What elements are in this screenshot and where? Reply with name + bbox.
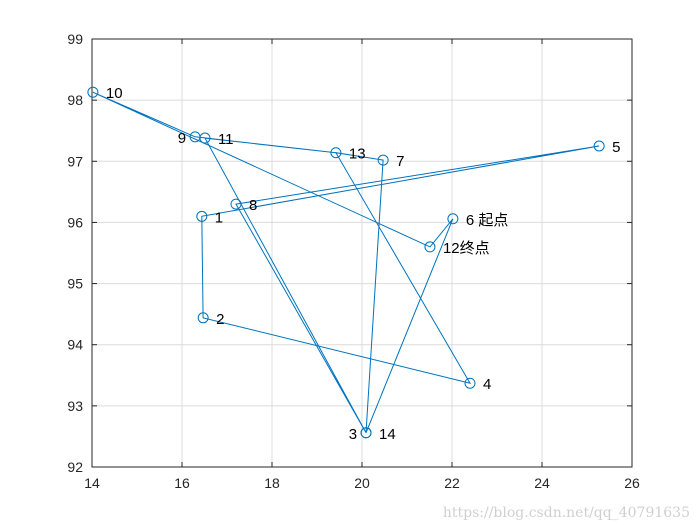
point-marker-11 [199, 132, 211, 144]
x-tick-label: 20 [354, 475, 370, 491]
point-label-13: 13 [349, 146, 366, 163]
point-label-8: 8 [249, 197, 257, 214]
point-marker-1 [196, 210, 208, 222]
point-marker-10 [87, 86, 99, 98]
y-tick-label: 92 [67, 459, 83, 475]
point-label-11: 11 [218, 131, 234, 148]
y-tick-label: 95 [67, 276, 83, 292]
point-label-3: 3 [349, 426, 357, 443]
point-marker-4 [464, 377, 476, 389]
point-label-4: 4 [483, 376, 491, 393]
x-tick-label: 22 [444, 475, 460, 491]
point-label-7: 7 [396, 153, 404, 170]
x-tick-label: 14 [84, 475, 100, 491]
point-label-2: 2 [216, 311, 224, 328]
route-line [92, 91, 600, 434]
x-tick-label: 18 [264, 475, 280, 491]
point-label-10: 10 [106, 85, 123, 102]
point-marker-6 [447, 213, 459, 225]
point-marker-13 [330, 147, 342, 159]
x-tick-label: 16 [174, 475, 190, 491]
point-label-1: 1 [215, 209, 223, 226]
point-marker-12 [424, 241, 436, 253]
y-tick-label: 99 [67, 31, 83, 47]
x-tick-label: 26 [624, 475, 640, 491]
point-label-14: 14 [379, 426, 396, 443]
point-label-5: 5 [612, 139, 620, 156]
watermark: https://blog.csdn.net/qq_40791635 [442, 505, 690, 521]
y-tick-label: 98 [67, 92, 83, 108]
point-marker-7 [377, 154, 389, 166]
point-label-12: 12终点 [443, 240, 490, 257]
point-marker-2 [197, 312, 209, 324]
point-marker-14 [360, 427, 372, 439]
y-tick-label: 94 [67, 337, 83, 353]
point-label-9: 9 [178, 130, 186, 147]
point-label-6: 6 起点 [466, 212, 509, 229]
y-tick-label: 96 [67, 214, 83, 230]
y-tick-label: 97 [67, 153, 83, 169]
axes-box [91, 38, 633, 468]
y-tick-label: 93 [67, 398, 83, 414]
point-marker-8 [230, 198, 242, 210]
x-tick-label: 24 [534, 475, 550, 491]
point-marker-5 [593, 140, 605, 152]
